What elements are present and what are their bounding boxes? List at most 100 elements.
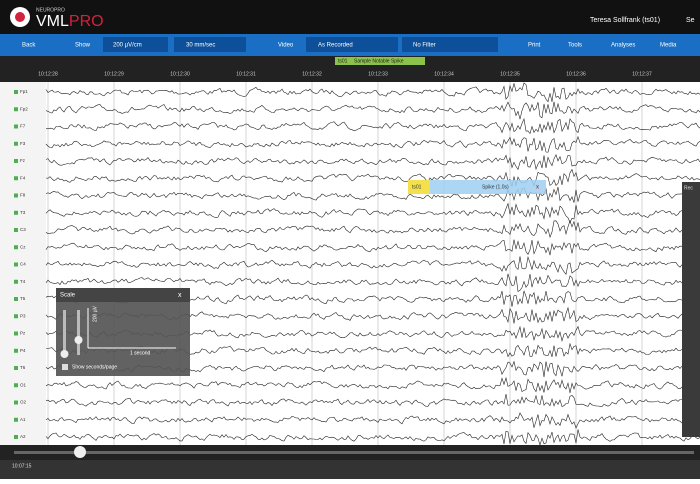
channel-label[interactable]: F4	[20, 175, 26, 180]
brand-small: NEUROPRO	[36, 7, 65, 13]
channel-label[interactable]: Fp2	[20, 106, 28, 111]
dropdown[interactable]	[402, 37, 498, 52]
channel-indicator	[14, 331, 18, 336]
time-label: 10:12:31	[236, 71, 256, 77]
channel-label[interactable]: O1	[20, 382, 27, 387]
time-label: 10:12:33	[368, 71, 388, 77]
eeg-trace	[45, 154, 700, 171]
scroll-handle[interactable]	[74, 446, 86, 458]
event-marker[interactable]	[335, 57, 425, 65]
time-label: 10:12:29	[104, 71, 124, 77]
settings[interactable]: Se	[686, 17, 695, 24]
header-bar	[0, 0, 700, 34]
channel-indicator	[14, 400, 18, 405]
slider-handle[interactable]	[60, 350, 69, 358]
channel-label[interactable]: A1	[20, 417, 26, 422]
time-label: 10:12:37	[632, 71, 652, 77]
event-label: Sample Notable Spike	[354, 58, 404, 64]
eeg-trace	[45, 219, 700, 239]
brand-main-text: VML	[36, 13, 69, 30]
video-button[interactable]: Video	[278, 43, 294, 49]
channel-indicator	[14, 435, 18, 439]
eeg-trace	[45, 376, 700, 393]
scale-amplitude: 200 µV	[92, 305, 98, 322]
montage[interactable]: As Recorded	[318, 43, 353, 49]
time-label: 10:12:32	[302, 71, 322, 77]
channel-label[interactable]: T6	[20, 365, 26, 370]
scale-time: 1 second	[130, 350, 151, 356]
channel-label[interactable]: C3	[20, 227, 26, 232]
analyses-button[interactable]: Analyses	[611, 43, 635, 49]
annotation-label: Spike (1.0s)	[482, 184, 509, 190]
channel-indicator	[14, 262, 18, 267]
channel-label[interactable]: T3	[20, 210, 26, 215]
slider-track	[63, 310, 66, 355]
annotation-user-box	[408, 180, 430, 194]
channel-indicator	[14, 245, 18, 250]
event-tag: ts01	[338, 58, 348, 64]
brand-accent: PRO	[69, 13, 104, 30]
channel-indicator	[14, 159, 18, 163]
eeg-trace	[45, 412, 700, 429]
channel-label[interactable]: O2	[20, 400, 27, 405]
media-button[interactable]: Media	[660, 43, 677, 49]
eeg-trace	[45, 82, 700, 103]
channel-indicator	[14, 383, 18, 388]
eeg-trace	[45, 393, 700, 407]
time-label: 10:12:30	[170, 71, 190, 77]
channel-label[interactable]: Pz	[20, 331, 26, 336]
slider-handle[interactable]	[74, 336, 83, 344]
channel-label[interactable]: F7	[20, 124, 26, 129]
dropdown[interactable]	[306, 37, 398, 52]
eeg-trace	[45, 117, 700, 135]
eeg-trace	[45, 135, 700, 153]
channel-indicator	[14, 314, 18, 319]
channel-label[interactable]: T5	[20, 296, 26, 301]
scale-option: Show seconds/page	[72, 364, 117, 370]
dropdown[interactable]	[103, 37, 168, 52]
channel-indicator	[14, 90, 18, 94]
dropdown[interactable]	[174, 37, 246, 52]
sensitivity[interactable]: 200 µV/cm	[113, 43, 142, 49]
status-bar	[0, 460, 700, 479]
scale-dialog-header	[56, 288, 190, 302]
channel-label[interactable]: Fz	[20, 158, 26, 163]
channel-label[interactable]: F8	[20, 193, 26, 198]
show-button[interactable]: Show	[75, 43, 91, 49]
eeg-trace	[45, 186, 700, 203]
time-label: 10:12:34	[434, 71, 454, 77]
channel-indicator	[14, 210, 18, 215]
user-name[interactable]: Teresa Sollfrank (ts01)	[590, 17, 660, 24]
channel-label[interactable]: F3	[20, 141, 26, 146]
channel-indicator	[14, 124, 18, 129]
tools-button[interactable]: Tools	[568, 43, 582, 49]
logo-dot	[15, 12, 25, 22]
print-button[interactable]: Print	[528, 43, 541, 49]
channel-label[interactable]: P3	[20, 313, 26, 318]
annotation-user: ts01	[412, 184, 422, 190]
scroll-track	[14, 451, 694, 454]
scale-dialog-close[interactable]: x	[178, 292, 182, 299]
channel-label[interactable]: T4	[20, 279, 26, 284]
filter[interactable]: No Filter	[413, 43, 436, 49]
channel-indicator	[14, 348, 18, 353]
eeg-trace	[45, 255, 700, 276]
annotation-close[interactable]: x	[536, 185, 539, 191]
eeg-trace	[45, 429, 700, 447]
channel-label[interactable]: A2	[20, 434, 26, 439]
speed[interactable]: 30 mm/sec	[186, 43, 215, 49]
channel-gutter	[0, 82, 46, 445]
eeg-trace	[45, 168, 700, 187]
channel-label[interactable]: Cz	[20, 244, 26, 249]
channel-indicator	[14, 279, 18, 284]
back-button[interactable]: Back	[22, 43, 36, 49]
channel-label[interactable]: C4	[20, 262, 26, 267]
channel-indicator	[14, 366, 18, 370]
annotation[interactable]	[408, 180, 546, 194]
channel-label[interactable]: P4	[20, 348, 26, 353]
channel-label[interactable]: Fp1	[20, 89, 28, 94]
checkbox[interactable]	[62, 364, 68, 370]
channel-indicator	[14, 176, 18, 181]
